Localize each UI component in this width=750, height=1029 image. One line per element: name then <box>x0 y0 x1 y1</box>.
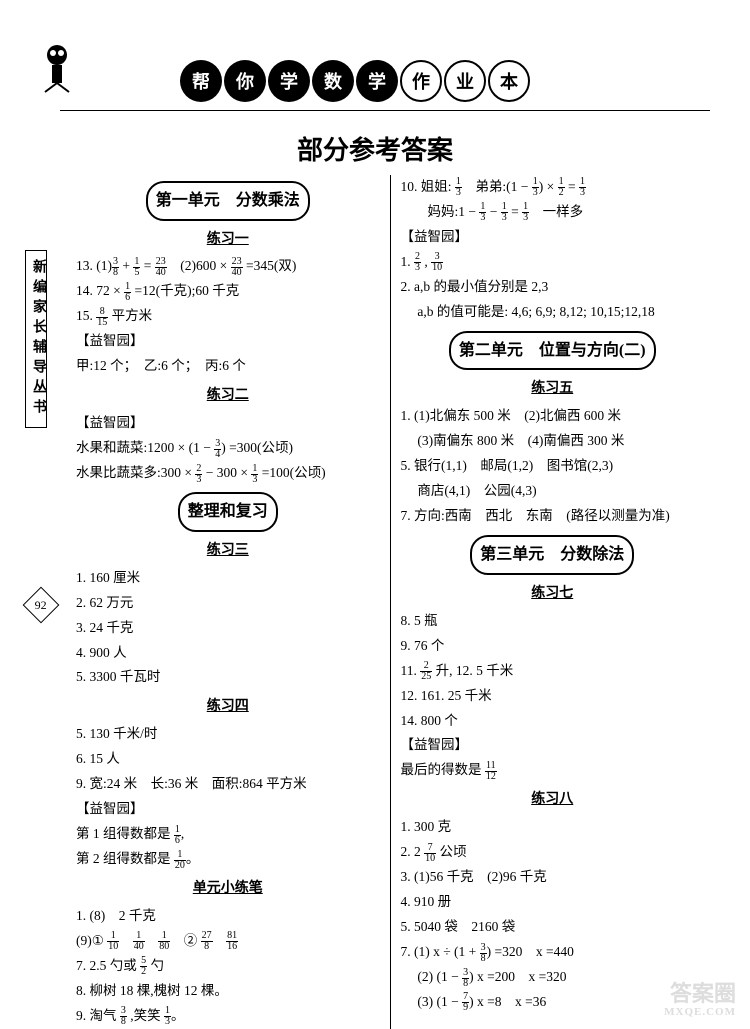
answer-heading: 【益智园】 <box>400 733 704 758</box>
header-char: 作 <box>400 60 442 102</box>
answer-line: 7. (1) x ÷ (1 + 38) =320 x =440 <box>400 940 704 965</box>
answer-line: 12. 161. 25 千米 <box>400 684 704 709</box>
answer-line: 5. 5040 袋 2160 袋 <box>400 915 704 940</box>
header-banner: 帮 你 学 数 学 作 业 本 <box>180 60 600 102</box>
answer-line: 水果比蔬菜多:300 × 23 − 300 × 13 =100(公顷) <box>76 461 380 486</box>
answer-line: 第 1 组得数都是 16, <box>76 822 380 847</box>
watermark-url: MXQE.COM <box>664 1006 736 1018</box>
header-char: 学 <box>356 60 398 102</box>
unit3-title: 第三单元 分数除法 <box>470 535 634 575</box>
answer-line: 1. (1)北偏东 500 米 (2)北偏西 600 米 <box>400 404 704 429</box>
unit2-title: 第二单元 位置与方向(二) <box>449 331 656 371</box>
header-char: 数 <box>312 60 354 102</box>
answer-line: 第 2 组得数都是 120。 <box>76 847 380 872</box>
answer-line: (3) (1 − 79) x =8 x =36 <box>400 990 704 1015</box>
answer-heading: 【益智园】 <box>400 225 704 250</box>
header-char: 帮 <box>180 60 222 102</box>
header-char: 学 <box>268 60 310 102</box>
answer-line: 2. 2 710 公顷 <box>400 840 704 865</box>
answer-line: (3)南偏东 800 米 (4)南偏西 300 米 <box>400 429 704 454</box>
answer-line: 15. 815 平方米 <box>76 304 380 329</box>
practice-7: 练习七 <box>400 581 704 607</box>
mascot-icon <box>35 40 80 95</box>
answer-line: 2. 62 万元 <box>76 591 380 616</box>
column-divider <box>390 175 391 1029</box>
answer-line: 甲:12 个； 乙:6 个； 丙:6 个 <box>76 354 380 379</box>
answer-line: 3. 24 千克 <box>76 616 380 641</box>
answer-line: 11. 225 升, 12. 5 千米 <box>400 659 704 684</box>
answer-heading: 【益智园】 <box>76 797 380 822</box>
answer-line: 13. (1)38 + 15 = 2340 (2)600 × 2340 =345… <box>76 254 380 279</box>
answer-line: (2) (1 − 38) x =200 x =320 <box>400 965 704 990</box>
answer-line: 5. 银行(1,1) 邮局(1,2) 图书馆(2,3) <box>400 454 704 479</box>
answer-line: a,b 的值可能是: 4,6; 6,9; 8,12; 10,15;12,18 <box>400 300 704 325</box>
answer-line: 7. 方向:西南 西北 东南 (路径以测量为准) <box>400 504 704 529</box>
answer-line: (9)① 110 140 180 ② 278 8116 <box>76 929 380 954</box>
answer-line: 1. 300 克 <box>400 815 704 840</box>
unit1-title: 第一单元 分数乘法 <box>146 181 310 221</box>
header-char: 你 <box>224 60 266 102</box>
header-char: 本 <box>488 60 530 102</box>
answer-line: 4. 910 册 <box>400 890 704 915</box>
left-column: 第一单元 分数乘法 练习一 13. (1)38 + 15 = 2340 (2)6… <box>70 175 386 1029</box>
content-columns: 第一单元 分数乘法 练习一 13. (1)38 + 15 = 2340 (2)6… <box>70 175 710 1029</box>
practice-2: 练习二 <box>76 383 380 409</box>
right-column: 10. 姐姐: 13 弟弟:(1 − 13) × 12 = 13 妈妈:1 − … <box>394 175 710 1029</box>
answer-line: 水果和蔬菜:1200 × (1 − 34) =300(公顷) <box>76 436 380 461</box>
answer-line: 5. 130 千米/时 <box>76 722 380 747</box>
side-book-label: 新编家长辅导丛书 <box>25 250 47 428</box>
main-title: 部分参考答案 <box>0 130 750 167</box>
answer-line: 10. 姐姐: 13 弟弟:(1 − 13) × 12 = 13 <box>400 175 704 200</box>
watermark: 答案圈 MXQE.COM <box>664 982 736 1018</box>
practice-4: 练习四 <box>76 694 380 720</box>
answer-line: 6. 15 人 <box>76 747 380 772</box>
watermark-text: 答案圈 <box>670 981 736 1006</box>
header-char: 业 <box>444 60 486 102</box>
review-title: 整理和复习 <box>178 492 278 532</box>
answer-line: 3. (1)56 千克 (2)96 千克 <box>400 865 704 890</box>
page-number-badge: 92 <box>23 587 60 624</box>
answer-line: 2. a,b 的最小值分别是 2,3 <box>400 275 704 300</box>
answer-line: 14. 72 × 16 =12(千克);60 千克 <box>76 279 380 304</box>
answer-heading: 【益智园】 <box>76 411 380 436</box>
practice-8: 练习八 <box>400 787 704 813</box>
practice-3: 练习三 <box>76 538 380 564</box>
answer-line: 8. 5 瓶 <box>400 609 704 634</box>
answer-line: 1. (8) 2 千克 <box>76 904 380 929</box>
answer-line: 9. 76 个 <box>400 634 704 659</box>
answer-line: 9. 淘气 38 ,笑笑 13。 <box>76 1004 380 1029</box>
practice-5: 练习五 <box>400 376 704 402</box>
page-number: 92 <box>35 598 47 613</box>
answer-line: 9. 宽:24 米 长:36 米 面积:864 平方米 <box>76 772 380 797</box>
answer-line: 5. 3300 千瓦时 <box>76 665 380 690</box>
answer-line: 7. 2.5 勺或 52 勺 <box>76 954 380 979</box>
answer-line: 14. 800 个 <box>400 709 704 734</box>
answer-line: 1. 23 , 310 <box>400 250 704 275</box>
answer-line: 4. 900 人 <box>76 641 380 666</box>
answer-line: 最后的得数是 1112 <box>400 758 704 783</box>
answer-heading: 【益智园】 <box>76 329 380 354</box>
answer-line: 妈妈:1 − 13 − 13 = 13 一样多 <box>400 200 704 225</box>
answer-line: 1. 160 厘米 <box>76 566 380 591</box>
answer-line: 商店(4,1) 公园(4,3) <box>400 479 704 504</box>
mini-practice: 单元小练笔 <box>76 876 380 902</box>
practice-1: 练习一 <box>76 227 380 253</box>
answer-line: 8. 柳树 18 棵,槐树 12 棵。 <box>76 979 380 1004</box>
divider-top <box>60 110 710 111</box>
